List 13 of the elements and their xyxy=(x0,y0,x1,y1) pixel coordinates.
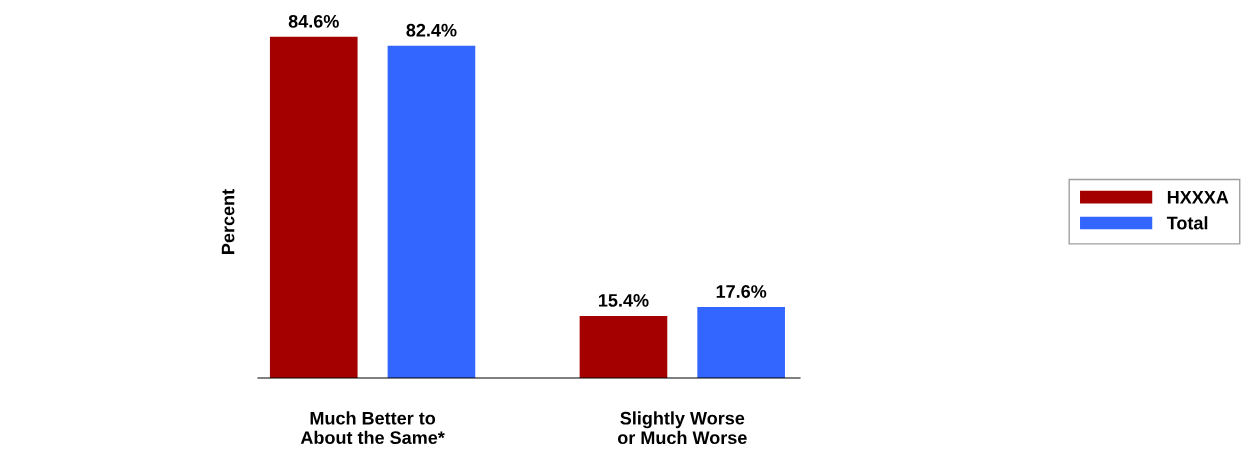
bar xyxy=(387,45,476,378)
legend-label: Total xyxy=(1166,216,1208,230)
data-label: 15.4% xyxy=(599,294,649,307)
legend-label: HXXXA xyxy=(1167,191,1229,204)
x-tick-label: Slightly Worse or Much Worse xyxy=(617,411,747,445)
bar xyxy=(697,307,785,378)
bar xyxy=(579,315,668,378)
y-axis-title: Percent xyxy=(221,189,235,254)
data-label: 82.4% xyxy=(406,23,457,37)
data-label: 17.6% xyxy=(716,285,767,298)
x-tick-label: Much Better to About the Same* xyxy=(300,411,445,445)
data-label: 84.6% xyxy=(288,14,339,28)
bar xyxy=(269,36,358,378)
